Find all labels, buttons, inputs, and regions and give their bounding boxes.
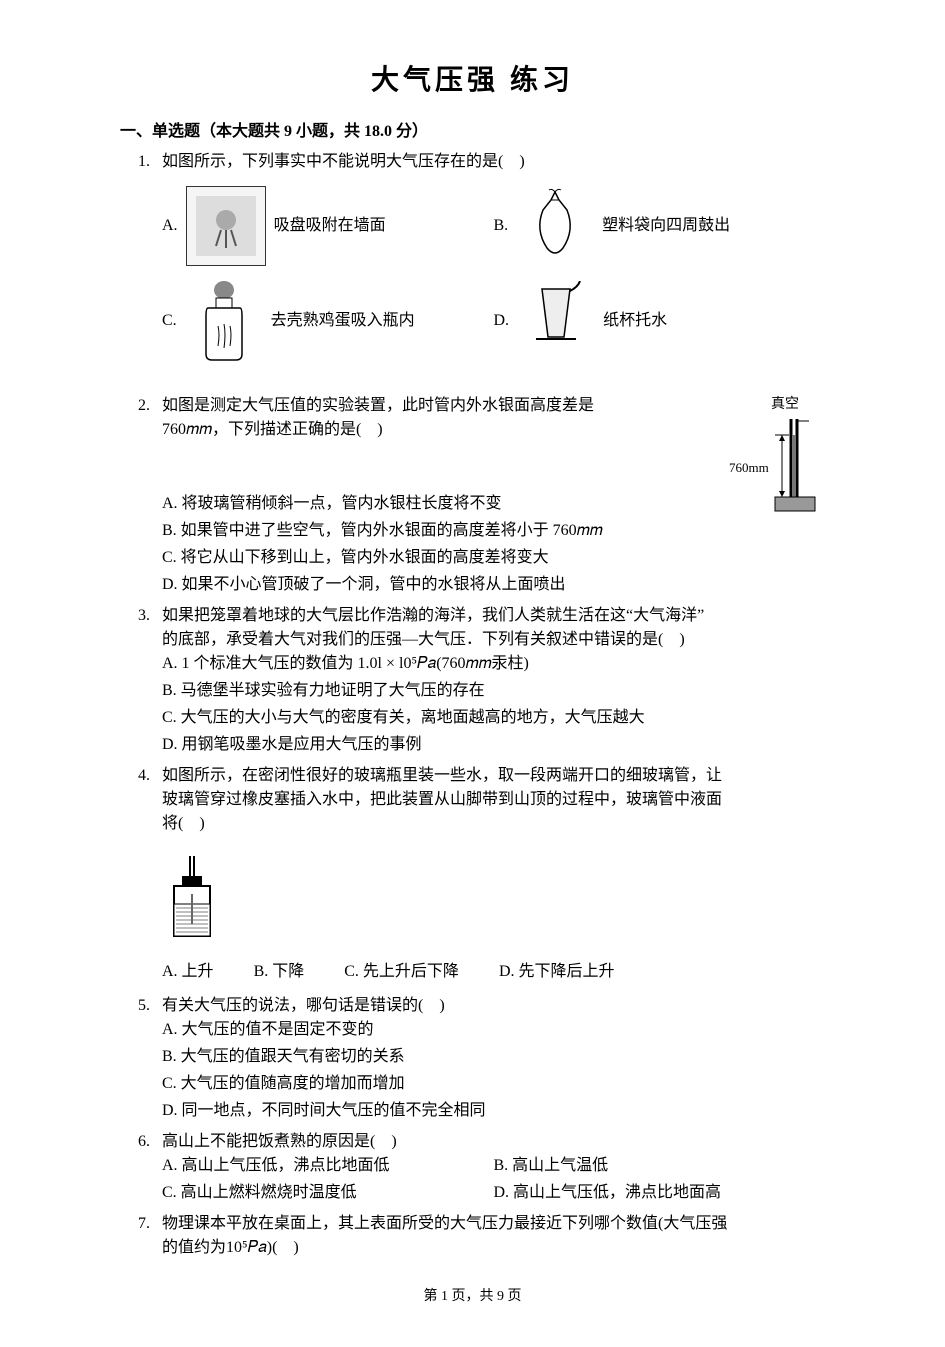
q5-stem: 有关大气压的说法，哪句话是错误的( ) <box>162 994 825 1018</box>
q2-opt-B: B. 如果管中进了些空气，管内外水银面的高度差将小于 760𝑚𝑚 <box>162 519 825 543</box>
option-letter: C. <box>162 309 177 333</box>
q2-options: A. 将玻璃管稍倾斜一点，管内水银柱长度将不变 B. 如果管中进了些空气，管内外… <box>162 492 825 597</box>
q1-num: 1. <box>120 150 162 174</box>
q1-opt-B: B. 塑料袋向四周鼓出 <box>494 186 826 266</box>
q6-opt-A: A. 高山上气压低，沸点比地面低 <box>162 1154 494 1178</box>
q3-opt-A: A. 1 个标准大气压的数值为 1.0l × l0⁵𝑃𝑎(760𝑚𝑚汞柱) <box>162 652 825 676</box>
plastic-bag-image <box>516 187 594 265</box>
q4-stem-3: 将( ) <box>162 812 825 836</box>
q4-stem-2: 玻璃管穿过橡皮塞插入水中，把此装置从山脚带到山顶的过程中，玻璃管中液面 <box>162 788 825 812</box>
question-6: 6. 高山上不能把饭煮熟的原因是( ) A. 高山上气压低，沸点比地面低 B. … <box>120 1130 825 1208</box>
barometer-figure: 真空 760mm <box>745 394 825 540</box>
q1-opt-D: D. 纸杯托水 <box>494 282 826 360</box>
section-header: 一、单选题（本大题共 9 小题，共 18.0 分） <box>120 120 825 144</box>
q4-opt-A: A. 上升 <box>162 960 214 984</box>
q4-opt-C: C. 先上升后下降 <box>344 960 459 984</box>
q1-stem: 如图所示，下列事实中不能说明大气压存在的是( ) <box>162 150 825 174</box>
question-5: 5. 有关大气压的说法，哪句话是错误的( ) A. 大气压的值不是固定不变的 B… <box>120 994 825 1126</box>
q4-figure <box>162 854 825 952</box>
q5-opt-D: D. 同一地点，不同时间大气压的值不完全相同 <box>162 1099 825 1123</box>
q5-opt-A: A. 大气压的值不是固定不变的 <box>162 1018 825 1042</box>
q4-num: 4. <box>120 764 162 788</box>
q7-stem-1: 物理课本平放在桌面上，其上表面所受的大气压力最接近下列哪个数值(大气压强 <box>162 1212 825 1236</box>
q4-options: A. 上升 B. 下降 C. 先上升后下降 D. 先下降后上升 <box>162 960 825 984</box>
q3-opt-D: D. 用钢笔吸墨水是应用大气压的事例 <box>162 733 825 757</box>
question-7: 7. 物理课本平放在桌面上，其上表面所受的大气压力最接近下列哪个数值(大气压强 … <box>120 1212 825 1260</box>
page-footer: 第 1 页，共 9 页 <box>120 1286 825 1307</box>
question-1: 1. 如图所示，下列事实中不能说明大气压存在的是( ) A. 吸盘吸附在墙面 B… <box>120 150 825 390</box>
question-3: 3. 如果把笼罩着地球的大气层比作浩瀚的海洋，我们人类就生活在这“大气海洋” 的… <box>120 604 825 760</box>
q7-stem-2: 的值约为10⁵𝑃𝑎)( ) <box>162 1236 825 1260</box>
q6-opt-B: B. 高山上气温低 <box>494 1154 826 1178</box>
q3-opt-B: B. 马德堡半球实验有力地证明了大气压的存在 <box>162 679 825 703</box>
q5-opt-B: B. 大气压的值跟天气有密切的关系 <box>162 1045 825 1069</box>
question-4: 4. 如图所示，在密闭性很好的玻璃瓶里装一些水，取一段两端开口的细玻璃管，让 玻… <box>120 764 825 990</box>
q2-opt-D: D. 如果不小心管顶破了一个洞，管中的水银将从上面喷出 <box>162 573 825 597</box>
option-text: 去壳熟鸡蛋吸入瓶内 <box>271 309 415 333</box>
q2-num: 2. <box>120 394 162 418</box>
q7-num: 7. <box>120 1212 162 1236</box>
q3-opt-C: C. 大气压的大小与大气的密度有关，离地面越高的地方，大气压越大 <box>162 706 825 730</box>
q5-num: 5. <box>120 994 162 1018</box>
option-letter: A. <box>162 214 178 238</box>
q2-opt-A: A. 将玻璃管稍倾斜一点，管内水银柱长度将不变 <box>162 492 825 516</box>
q2-opt-C: C. 将它从山下移到山上，管内外水银面的高度差将变大 <box>162 546 825 570</box>
question-2: 2. 真空 760mm 如图是测定大气压值的实验装置，此时管内外水银面高度差是 … <box>120 394 825 600</box>
q1-opt-A: A. 吸盘吸附在墙面 <box>162 186 494 266</box>
q2-stem-1: 如图是测定大气压值的实验装置，此时管内外水银面高度差是 <box>162 394 825 418</box>
vacuum-label: 真空 <box>745 394 825 415</box>
egg-bottle-image <box>185 282 263 360</box>
q3-stem-2: 的底部，承受着大气对我们的压强—大气压．下列有关叙述中错误的是( ) <box>162 628 825 652</box>
q4-opt-B: B. 下降 <box>254 960 305 984</box>
cup-water-image <box>517 282 595 360</box>
option-text: 吸盘吸附在墙面 <box>274 214 386 238</box>
q6-options: A. 高山上气压低，沸点比地面低 B. 高山上气温低 C. 高山上燃料燃烧时温度… <box>162 1154 825 1208</box>
q6-num: 6. <box>120 1130 162 1154</box>
q2-stem-2: 760𝑚𝑚，下列描述正确的是( ) <box>162 418 825 442</box>
option-letter: D. <box>494 309 510 333</box>
q5-options: A. 大气压的值不是固定不变的 B. 大气压的值跟天气有密切的关系 C. 大气压… <box>162 1018 825 1123</box>
q5-opt-C: C. 大气压的值随高度的增加而增加 <box>162 1072 825 1096</box>
q6-opt-C: C. 高山上燃料燃烧时温度低 <box>162 1181 494 1205</box>
option-text: 塑料袋向四周鼓出 <box>602 214 730 238</box>
q6-stem: 高山上不能把饭煮熟的原因是( ) <box>162 1130 825 1154</box>
q3-num: 3. <box>120 604 162 628</box>
option-text: 纸杯托水 <box>603 309 667 333</box>
q1-opt-C: C. 去壳熟鸡蛋吸入瓶内 <box>162 282 494 360</box>
option-letter: B. <box>494 214 509 238</box>
suction-cup-image <box>186 186 266 266</box>
q3-options: A. 1 个标准大气压的数值为 1.0l × l0⁵𝑃𝑎(760𝑚𝑚汞柱) B.… <box>162 652 825 757</box>
page-title: 大气压强 练习 <box>120 60 825 102</box>
q4-opt-D: D. 先下降后上升 <box>499 960 615 984</box>
q4-stem-1: 如图所示，在密闭性很好的玻璃瓶里装一些水，取一段两端开口的细玻璃管，让 <box>162 764 825 788</box>
q6-opt-D: D. 高山上气压低，沸点比地面高 <box>494 1181 826 1205</box>
q3-stem-1: 如果把笼罩着地球的大气层比作浩瀚的海洋，我们人类就生活在这“大气海洋” <box>162 604 825 628</box>
